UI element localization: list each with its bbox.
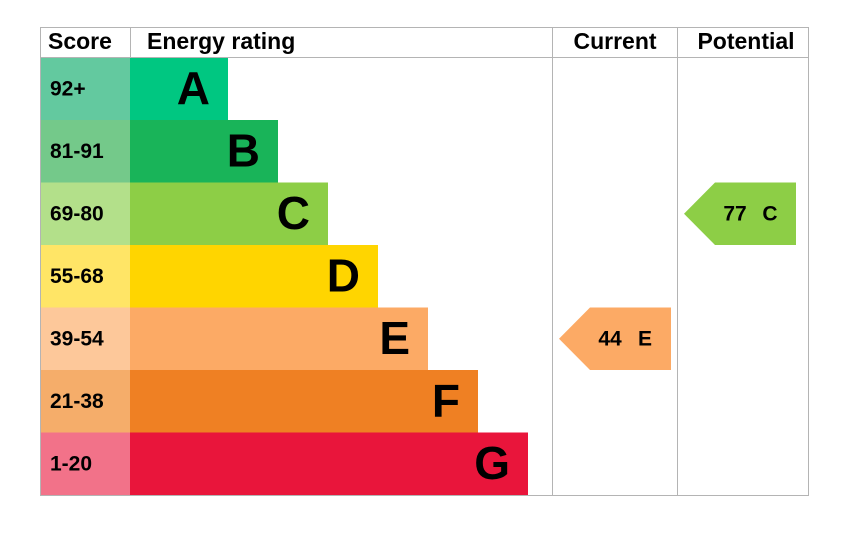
rating-bar	[130, 432, 528, 495]
potential-value: 77	[723, 202, 746, 225]
current-value: 44	[598, 327, 622, 350]
potential-arrow	[684, 182, 796, 245]
band-letter: G	[474, 437, 510, 489]
score-cell	[40, 245, 130, 308]
score-range: 81-91	[50, 140, 104, 163]
score-cell	[40, 120, 130, 183]
score-range: 39-54	[50, 327, 104, 350]
band-letter: E	[379, 312, 410, 364]
rating-bar	[130, 245, 378, 308]
band-letter: D	[327, 249, 360, 301]
score-range: 69-80	[50, 202, 104, 225]
rating-bar	[130, 370, 478, 433]
score-cell	[40, 57, 130, 120]
score-cell	[40, 370, 130, 433]
rating-bar	[130, 182, 328, 245]
potential-letter: C	[762, 202, 777, 225]
band-letter: B	[227, 124, 260, 176]
band-letter: C	[277, 187, 310, 239]
rating-bar	[130, 120, 278, 183]
score-range: 92+	[50, 77, 86, 100]
header-current: Current	[573, 28, 656, 54]
current-letter: E	[638, 327, 652, 350]
current-arrow	[559, 307, 671, 370]
score-range: 1-20	[50, 452, 92, 475]
score-range: 21-38	[50, 390, 104, 413]
header-rating: Energy rating	[147, 28, 295, 54]
score-cell	[40, 182, 130, 245]
header-potential: Potential	[697, 28, 794, 54]
band-letter: F	[432, 374, 460, 426]
score-cell	[40, 432, 130, 495]
header-score: Score	[48, 28, 112, 54]
score-cell	[40, 307, 130, 370]
score-range: 55-68	[50, 265, 104, 288]
table-border	[40, 27, 809, 496]
rating-bar	[130, 307, 428, 370]
band-letter: A	[177, 62, 210, 114]
rating-bar	[130, 57, 228, 120]
